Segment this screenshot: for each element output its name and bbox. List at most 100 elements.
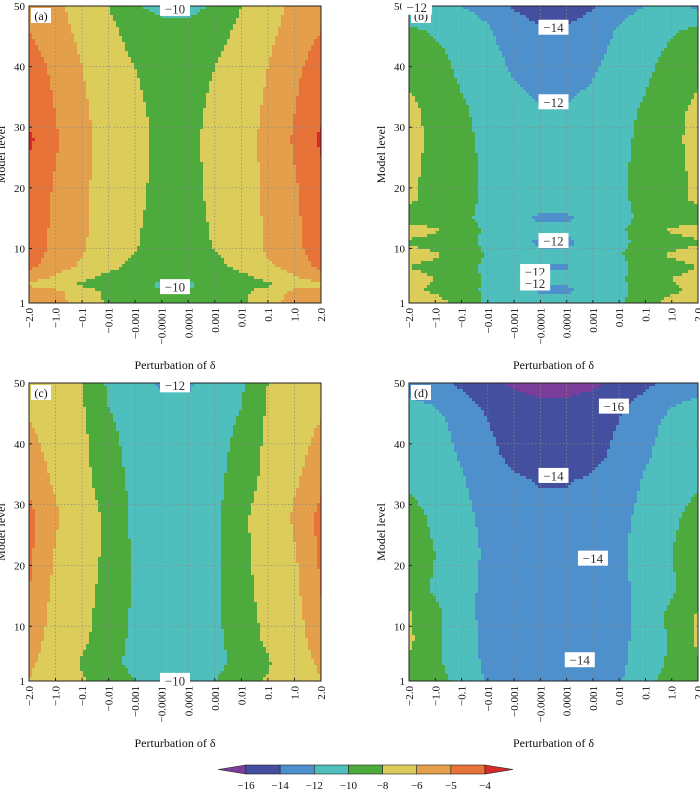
contour-cell	[113, 45, 116, 48]
contour-cell	[167, 54, 170, 57]
contour-cell	[260, 72, 263, 75]
contour-cell	[77, 108, 80, 111]
contour-cell	[260, 120, 263, 123]
contour-cell	[143, 93, 146, 96]
contour-cell	[143, 87, 146, 90]
contour-cell	[296, 87, 299, 90]
contour-cell	[62, 39, 65, 42]
contour-cell	[110, 63, 113, 66]
contour-cell	[263, 6, 266, 9]
contour-cell	[182, 18, 185, 21]
contour-cell	[296, 57, 299, 60]
contour-cell	[239, 120, 242, 123]
contour-cell	[149, 102, 152, 105]
contour-cell	[221, 45, 224, 48]
contour-cell	[113, 30, 116, 33]
contour-cell	[131, 57, 134, 60]
contour-cell	[125, 78, 128, 81]
contour-cell	[173, 60, 176, 63]
contour-cell	[221, 39, 224, 42]
contour-cell	[110, 12, 113, 15]
contour-cell	[143, 75, 146, 78]
contour-cell	[233, 111, 236, 114]
contour-cell	[278, 117, 281, 120]
contour-cell	[227, 75, 230, 78]
contour-cell	[77, 12, 80, 15]
contour-cell	[311, 108, 314, 111]
contour-cell	[62, 93, 65, 96]
contour-cell	[38, 54, 41, 57]
contour-cell	[317, 36, 320, 39]
contour-cell	[113, 114, 116, 117]
contour-cell	[164, 123, 167, 126]
contour-cell	[131, 99, 134, 102]
contour-cell	[68, 69, 71, 72]
contour-cell	[251, 15, 254, 18]
contour-cell	[224, 18, 227, 21]
contour-cell	[77, 81, 80, 84]
contour-cell	[230, 111, 233, 114]
contour-cell	[185, 117, 188, 120]
contour-cell	[245, 27, 248, 30]
contour-cell	[113, 60, 116, 63]
contour-cell	[71, 123, 74, 126]
contour-cell	[113, 99, 116, 102]
contour-cell	[122, 87, 125, 90]
contour-cell	[224, 84, 227, 87]
contour-cell	[50, 75, 53, 78]
contour-cell	[278, 102, 281, 105]
contour-cell	[275, 84, 278, 87]
contour-cell	[101, 36, 104, 39]
contour-cell	[137, 18, 140, 21]
contour-cell	[236, 63, 239, 66]
contour-cell	[38, 96, 41, 99]
contour-cell	[200, 18, 203, 21]
contour-cell	[68, 21, 71, 24]
contour-cell	[38, 78, 41, 81]
contour-cell	[257, 39, 260, 42]
contour-cell	[236, 60, 239, 63]
contour-cell	[302, 78, 305, 81]
contour-cell	[44, 117, 47, 120]
contour-cell	[296, 114, 299, 117]
contour-cell	[296, 48, 299, 51]
contour-cell	[281, 114, 284, 117]
contour-cell	[230, 24, 233, 27]
contour-cell	[59, 45, 62, 48]
contour-cell	[248, 15, 251, 18]
contour-cell	[104, 24, 107, 27]
contour-cell	[260, 108, 263, 111]
contour-cell	[71, 75, 74, 78]
contour-cell	[47, 54, 50, 57]
contour-cell	[125, 72, 128, 75]
contour-cell	[257, 63, 260, 66]
contour-cell	[317, 96, 320, 99]
contour-cell	[158, 30, 161, 33]
contour-cell	[263, 81, 266, 84]
contour-cell	[44, 30, 47, 33]
contour-cell	[275, 15, 278, 18]
contour-cell	[59, 84, 62, 87]
contour-cell	[206, 33, 209, 36]
contour-cell	[206, 12, 209, 15]
contour-cell	[287, 108, 290, 111]
contour-cell	[38, 27, 41, 30]
contour-cell	[275, 120, 278, 123]
contour-cell	[287, 96, 290, 99]
contour-cell	[182, 75, 185, 78]
contour-cell	[143, 30, 146, 33]
contour-cell	[152, 105, 155, 108]
contour-cell	[62, 105, 65, 108]
contour-cell	[125, 81, 128, 84]
contour-cell	[239, 36, 242, 39]
contour-cell	[275, 39, 278, 42]
contour-cell	[47, 81, 50, 84]
contour-cell	[254, 81, 257, 84]
contour-cell	[290, 18, 293, 21]
contour-cell	[116, 12, 119, 15]
contour-cell	[38, 69, 41, 72]
contour-cell	[29, 102, 32, 105]
contour-cell	[50, 30, 53, 33]
contour-cell	[197, 24, 200, 27]
contour-cell	[245, 12, 248, 15]
